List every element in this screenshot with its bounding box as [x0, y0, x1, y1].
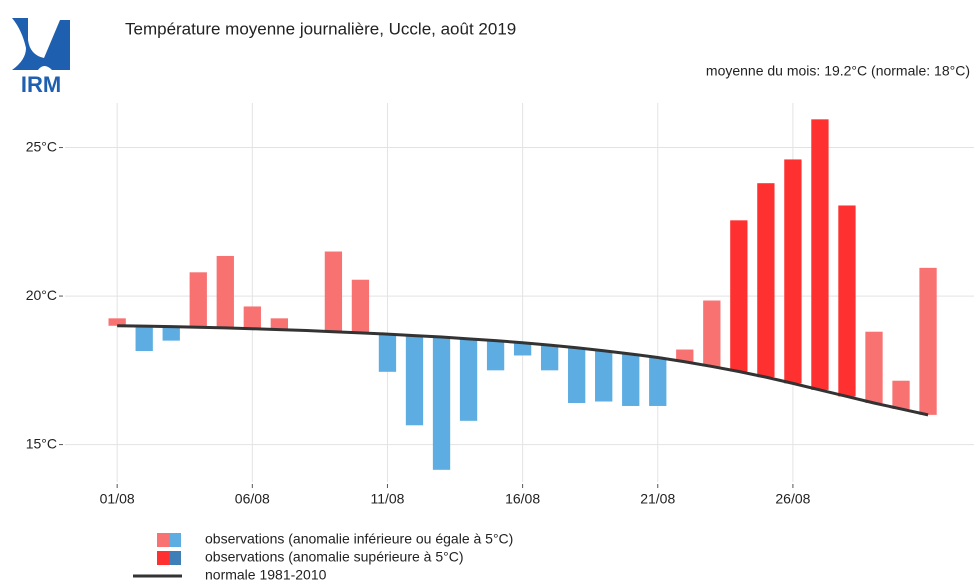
bar [757, 183, 775, 378]
x-tick-label: 01/08 [100, 491, 135, 507]
bar [838, 205, 856, 397]
bar [216, 255, 234, 328]
bar [892, 380, 910, 409]
bar [703, 300, 721, 367]
bar [270, 318, 288, 330]
legend-label: observations (anomalie supérieure à 5°C) [205, 549, 464, 565]
logo-shape [12, 18, 70, 70]
legend-swatch [169, 551, 181, 565]
bar [919, 267, 937, 415]
bar [595, 350, 613, 402]
bar [351, 279, 370, 333]
bar [324, 251, 343, 332]
y-tick-label: 25°C [26, 138, 57, 154]
chart-title: Température moyenne journalière, Uccle, … [125, 19, 516, 38]
bar [865, 331, 883, 403]
legend-swatch [157, 551, 169, 565]
x-tick-label: 16/08 [505, 491, 540, 507]
bar [568, 347, 586, 403]
logo-text: IRM [21, 72, 61, 97]
bar [459, 338, 478, 421]
bar [243, 306, 261, 329]
bar [189, 272, 207, 328]
bar [540, 345, 559, 371]
bar [676, 349, 694, 362]
bar [162, 326, 180, 341]
bar [378, 334, 397, 372]
bar [405, 335, 424, 426]
x-tick-label: 11/08 [370, 491, 404, 507]
logo: IRM [12, 18, 70, 97]
x-tick-label: 26/08 [775, 491, 810, 507]
bar [730, 220, 748, 372]
bar [811, 119, 829, 390]
x-tick-label: 06/08 [235, 491, 270, 507]
normal-line [117, 324, 929, 417]
legend-label: normale 1981-2010 [205, 567, 327, 583]
bar [432, 337, 451, 470]
legend-swatch [157, 533, 169, 547]
bar [649, 357, 667, 406]
x-tick-label: 21/08 [640, 491, 675, 507]
legend-swatch [169, 533, 181, 547]
bar [108, 318, 126, 326]
bar [486, 340, 505, 371]
bar [622, 353, 640, 406]
y-tick-label: 15°C [26, 435, 57, 451]
legend-label: observations (anomalie inférieure ou éga… [205, 531, 513, 547]
bar [784, 159, 802, 384]
bar [135, 326, 153, 352]
bar [513, 342, 532, 356]
chart-subtitle: moyenne du mois: 19.2°C (normale: 18°C) [706, 63, 970, 79]
y-tick-label: 20°C [26, 287, 57, 303]
